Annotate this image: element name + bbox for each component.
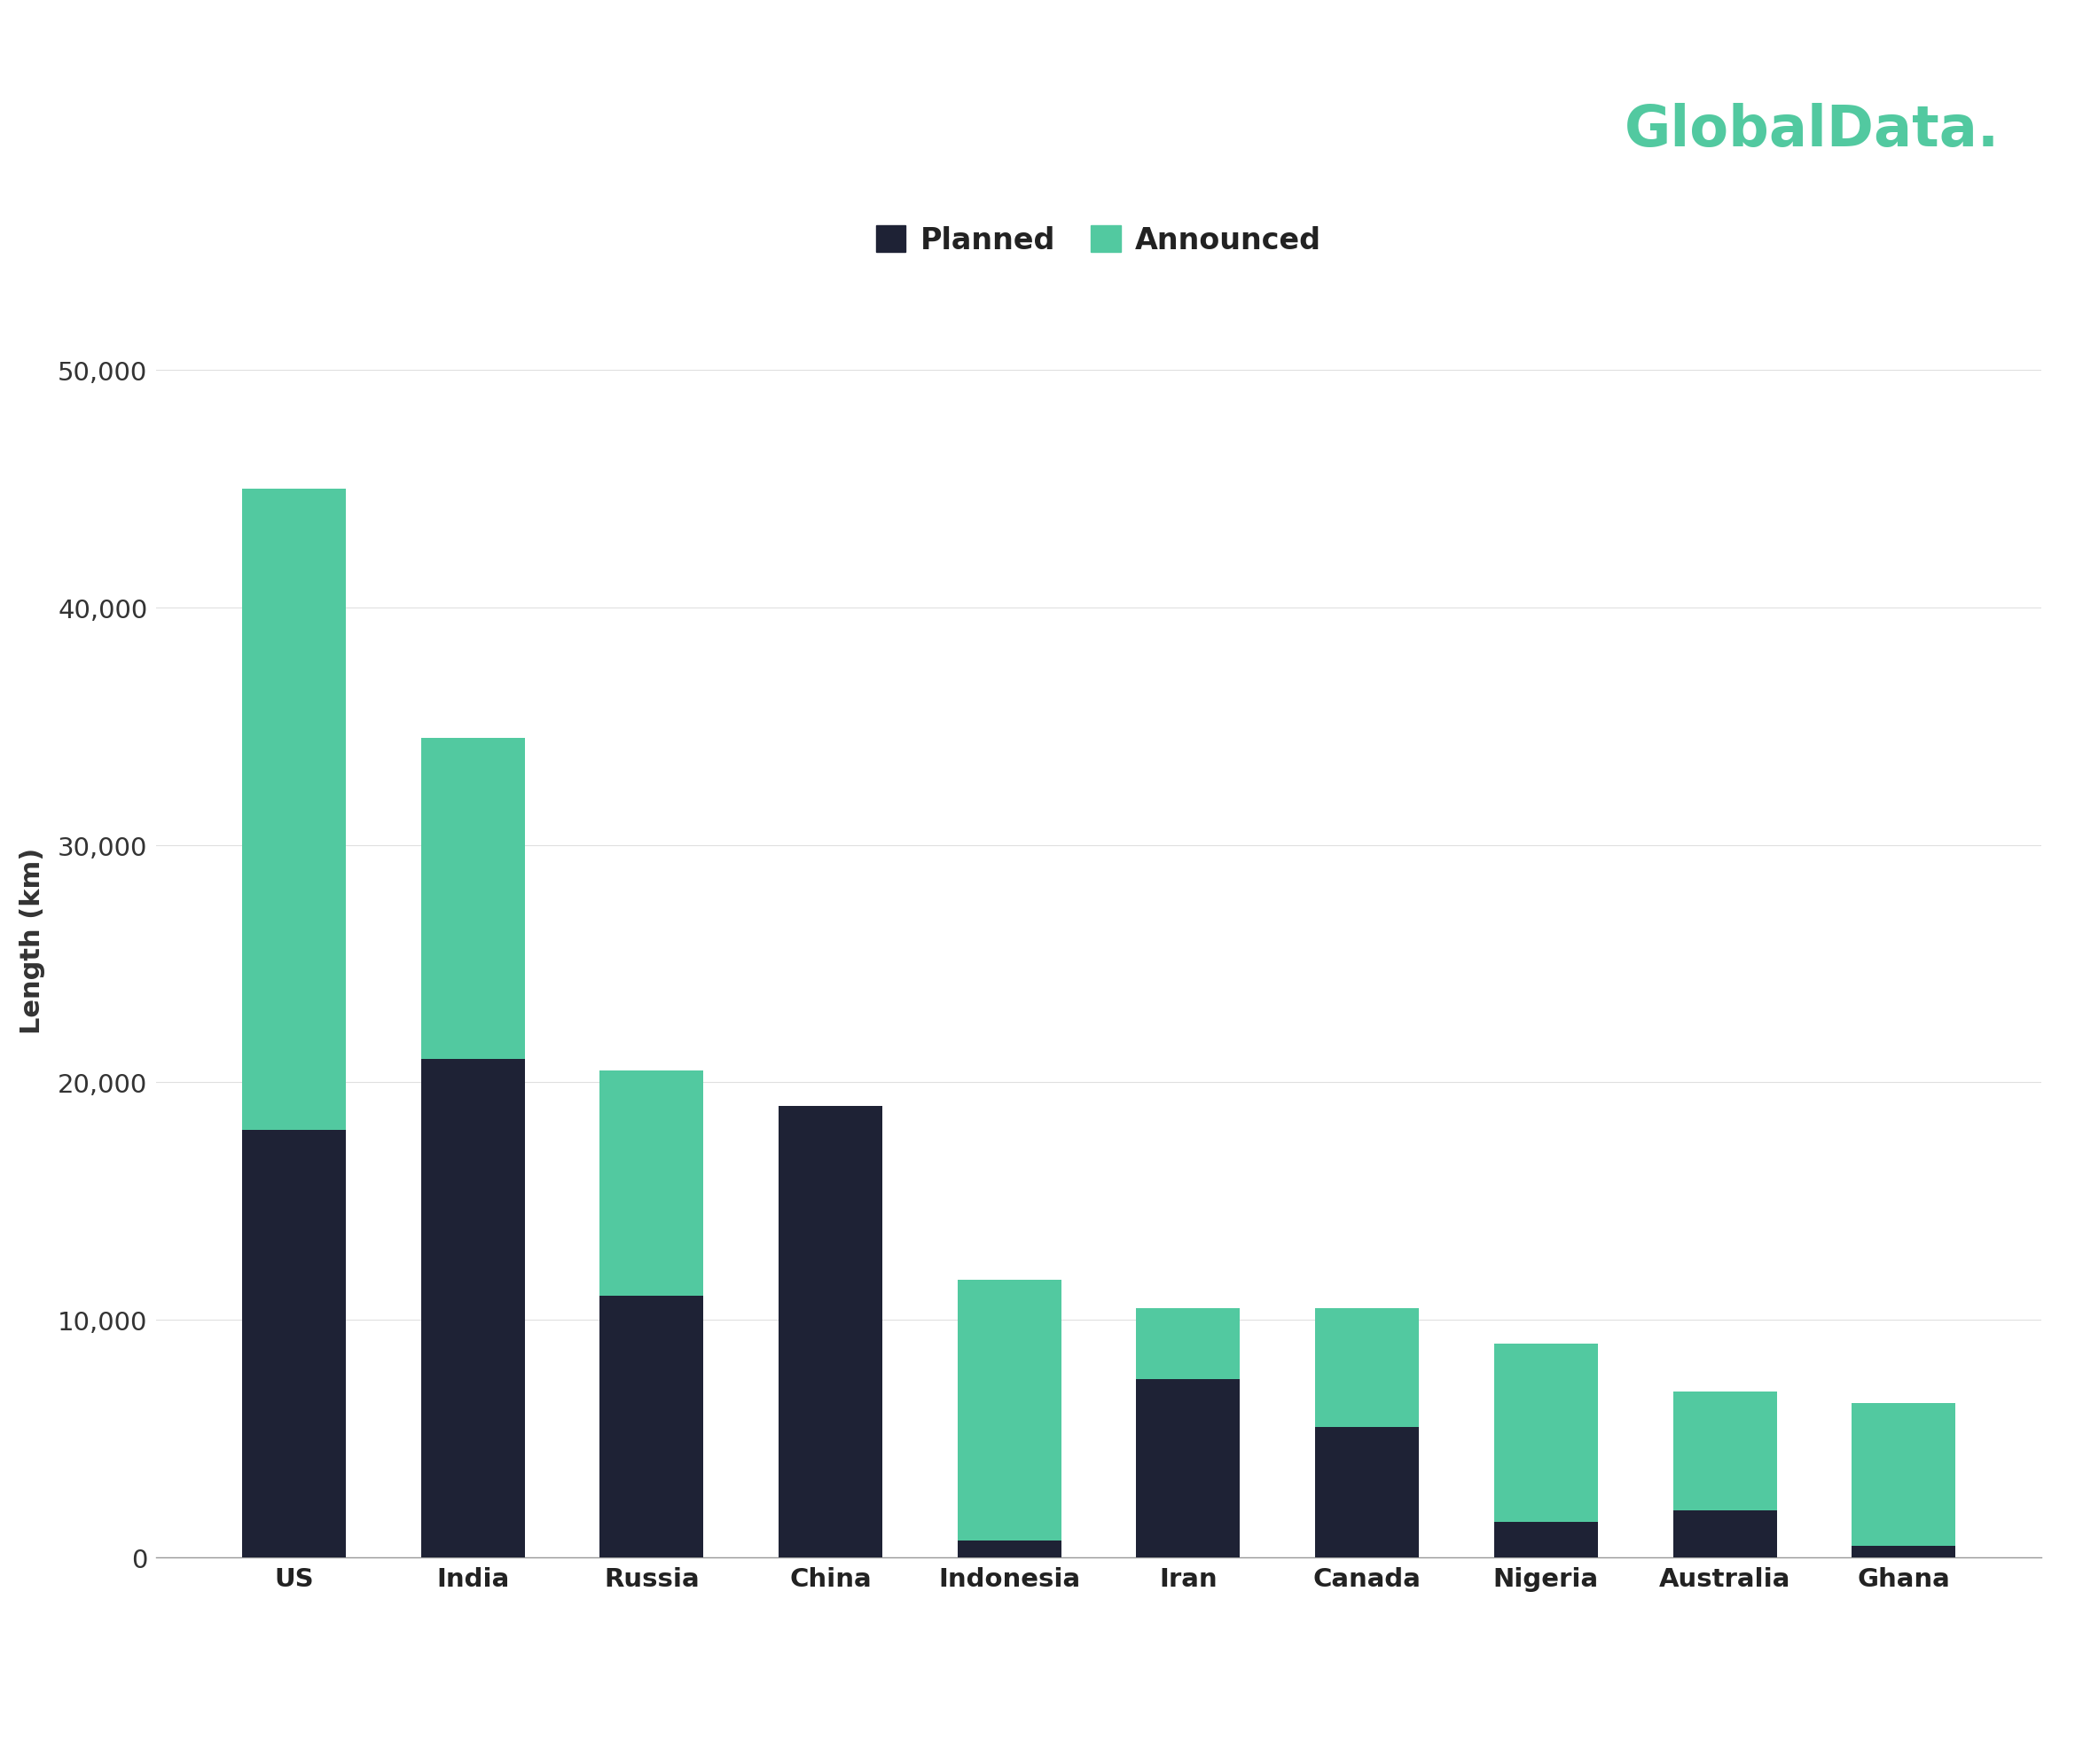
Bar — [421, 739, 525, 1058]
Bar — [242, 489, 346, 1131]
Bar — [1852, 1545, 1956, 1558]
Text: Source:  GlobalData, Oil and Gas Intelligence Center: Source: GlobalData, Oil and Gas Intellig… — [460, 1672, 1623, 1711]
Bar — [779, 1106, 883, 1558]
Text: GlobalData.: GlobalData. — [1625, 102, 2000, 159]
Bar — [600, 1071, 704, 1297]
Bar — [600, 1297, 704, 1558]
Bar — [958, 1542, 1060, 1558]
Bar — [242, 1131, 346, 1558]
Bar — [1673, 1510, 1777, 1558]
Bar — [1314, 1427, 1419, 1558]
Bar — [1494, 1522, 1598, 1558]
Bar — [1137, 1309, 1239, 1379]
Text: New-build trunk oil and gas
pipelines length growth by key
countries (km), 2019–: New-build trunk oil and gas pipelines le… — [52, 64, 744, 198]
Bar — [958, 1281, 1060, 1542]
Bar — [1494, 1344, 1598, 1522]
Bar — [1137, 1379, 1239, 1558]
Y-axis label: Length (km): Length (km) — [19, 847, 46, 1034]
Bar — [1673, 1392, 1777, 1510]
Bar — [421, 1058, 525, 1558]
Bar — [1314, 1309, 1419, 1427]
Bar — [1852, 1404, 1956, 1545]
Legend: Planned, Announced: Planned, Announced — [864, 213, 1333, 268]
